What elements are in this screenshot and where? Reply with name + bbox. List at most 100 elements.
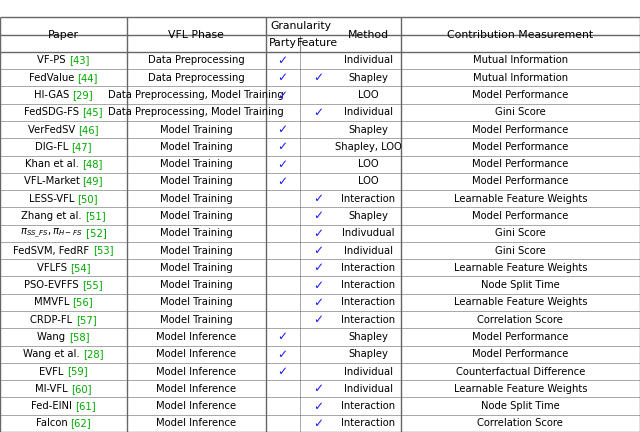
Text: [53]: [53] xyxy=(93,245,113,256)
Text: ✓: ✓ xyxy=(313,106,323,119)
Text: ✓: ✓ xyxy=(278,89,287,102)
Text: ✓: ✓ xyxy=(313,400,323,413)
Text: Individual: Individual xyxy=(344,55,393,66)
Text: HI-GAS: HI-GAS xyxy=(34,90,72,100)
Text: Shapley: Shapley xyxy=(348,124,388,135)
Text: [54]: [54] xyxy=(70,263,90,273)
Text: Interaction: Interaction xyxy=(341,314,396,325)
Text: [45]: [45] xyxy=(82,107,102,118)
Text: Contribution Measurement: Contribution Measurement xyxy=(447,29,593,40)
Text: [44]: [44] xyxy=(77,73,98,83)
Text: Learnable Feature Weights: Learnable Feature Weights xyxy=(454,194,587,204)
Text: Learnable Feature Weights: Learnable Feature Weights xyxy=(454,384,587,394)
Text: FedSDG-FS: FedSDG-FS xyxy=(24,107,82,118)
Text: Interaction: Interaction xyxy=(341,401,396,411)
Text: ✓: ✓ xyxy=(313,210,323,222)
Text: Data Preprocessing: Data Preprocessing xyxy=(148,55,244,66)
Text: ✓: ✓ xyxy=(313,279,323,292)
Text: MMVFL: MMVFL xyxy=(34,297,72,308)
Text: Model Performance: Model Performance xyxy=(472,90,568,100)
Text: Individual: Individual xyxy=(344,245,393,256)
Text: Model Performance: Model Performance xyxy=(472,349,568,359)
Text: Interaction: Interaction xyxy=(341,263,396,273)
Text: Model Inference: Model Inference xyxy=(156,349,236,359)
Text: VFLFS: VFLFS xyxy=(36,263,70,273)
Text: VerFedSV: VerFedSV xyxy=(28,124,78,135)
Text: [50]: [50] xyxy=(77,194,98,204)
Text: ✓: ✓ xyxy=(278,348,287,361)
Text: Indivudual: Indivudual xyxy=(342,228,395,238)
Text: FedSVM, FedRF: FedSVM, FedRF xyxy=(13,245,93,256)
Text: [55]: [55] xyxy=(82,280,102,290)
Text: [28]: [28] xyxy=(83,349,104,359)
Text: Node Split Time: Node Split Time xyxy=(481,280,560,290)
Text: ✓: ✓ xyxy=(278,175,287,188)
Text: ✓: ✓ xyxy=(278,330,287,343)
Text: [49]: [49] xyxy=(83,176,103,187)
Text: ✓: ✓ xyxy=(313,71,323,84)
Text: Model Training: Model Training xyxy=(160,228,232,238)
Text: [58]: [58] xyxy=(68,332,89,342)
Text: Model Training: Model Training xyxy=(160,159,232,169)
Text: Shapley, LOO: Shapley, LOO xyxy=(335,142,402,152)
Text: [56]: [56] xyxy=(72,297,93,308)
Text: [43]: [43] xyxy=(69,55,90,66)
Text: Model Training: Model Training xyxy=(160,194,232,204)
Text: Method: Method xyxy=(348,29,389,40)
Text: ✓: ✓ xyxy=(313,296,323,309)
Text: $\pi_{SS\_FS},\pi_{H-FS}$: $\pi_{SS\_FS},\pi_{H-FS}$ xyxy=(20,227,83,240)
Text: [57]: [57] xyxy=(76,314,96,325)
Text: Model Training: Model Training xyxy=(160,176,232,187)
Text: VFL-Market: VFL-Market xyxy=(24,176,83,187)
Text: Feature: Feature xyxy=(297,38,339,48)
Text: Model Performance: Model Performance xyxy=(472,142,568,152)
Text: Model Inference: Model Inference xyxy=(156,401,236,411)
Text: LOO: LOO xyxy=(358,159,379,169)
Text: ✓: ✓ xyxy=(278,123,287,136)
Text: ✓: ✓ xyxy=(313,227,323,240)
Text: Gini Score: Gini Score xyxy=(495,245,546,256)
Text: Correlation Score: Correlation Score xyxy=(477,314,563,325)
Text: MI-VFL: MI-VFL xyxy=(35,384,71,394)
Text: LESS-VFL: LESS-VFL xyxy=(29,194,77,204)
Text: Model Training: Model Training xyxy=(160,314,232,325)
Text: Model Performance: Model Performance xyxy=(472,332,568,342)
Text: Model Training: Model Training xyxy=(160,124,232,135)
Text: Interaction: Interaction xyxy=(341,297,396,308)
Text: Data Preprocessing, Model Training: Data Preprocessing, Model Training xyxy=(108,107,284,118)
Text: Shapley: Shapley xyxy=(348,349,388,359)
Text: Model Inference: Model Inference xyxy=(156,366,236,377)
Text: EVFL: EVFL xyxy=(39,366,67,377)
Text: [46]: [46] xyxy=(78,124,99,135)
Text: Model Training: Model Training xyxy=(160,263,232,273)
Text: Mutual Information: Mutual Information xyxy=(473,73,568,83)
Text: Model Training: Model Training xyxy=(160,142,232,152)
Text: ✓: ✓ xyxy=(313,382,323,395)
Text: ✓: ✓ xyxy=(278,140,287,153)
Text: [52]: [52] xyxy=(83,228,106,238)
Text: Party: Party xyxy=(269,38,296,48)
Text: Gini Score: Gini Score xyxy=(495,228,546,238)
Text: [62]: [62] xyxy=(70,418,91,429)
Text: Model Performance: Model Performance xyxy=(472,176,568,187)
Text: Model Training: Model Training xyxy=(160,211,232,221)
Text: Paper: Paper xyxy=(48,29,79,40)
Text: Counterfactual Difference: Counterfactual Difference xyxy=(456,366,585,377)
Text: [61]: [61] xyxy=(75,401,95,411)
Text: Interaction: Interaction xyxy=(341,280,396,290)
Text: Interaction: Interaction xyxy=(341,418,396,429)
Text: Individual: Individual xyxy=(344,107,393,118)
Text: Shapley: Shapley xyxy=(348,211,388,221)
Text: Model Inference: Model Inference xyxy=(156,332,236,342)
Text: PSO-EVFFS: PSO-EVFFS xyxy=(24,280,82,290)
Text: ✓: ✓ xyxy=(278,71,287,84)
Text: Shapley: Shapley xyxy=(348,73,388,83)
Text: ✓: ✓ xyxy=(313,313,323,326)
Text: ✓: ✓ xyxy=(278,54,287,67)
Text: Learnable Feature Weights: Learnable Feature Weights xyxy=(454,297,587,308)
Text: Wang: Wang xyxy=(38,332,68,342)
Text: Fed-EINI: Fed-EINI xyxy=(31,401,75,411)
Text: Granularity: Granularity xyxy=(270,21,332,31)
Text: [60]: [60] xyxy=(71,384,92,394)
Text: Individual: Individual xyxy=(344,384,393,394)
